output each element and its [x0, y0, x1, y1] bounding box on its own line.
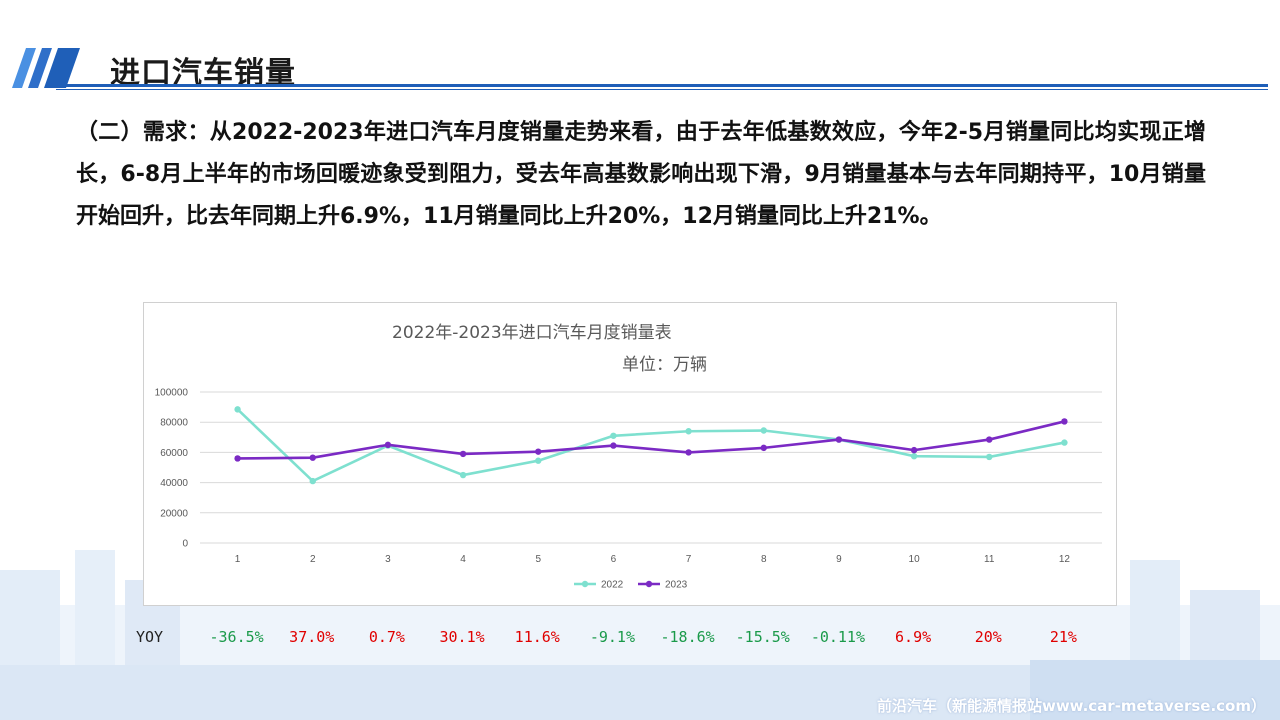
- data-point-2022: [309, 477, 316, 485]
- yoy-value: 37.0%: [289, 628, 335, 646]
- data-point-2023: [459, 450, 467, 458]
- data-point-2023: [835, 436, 843, 443]
- y-tick-label: 0: [182, 539, 188, 550]
- legend-marker-2022: [581, 580, 589, 588]
- sales-line-chart: 2022年-2023年进口汽车月度销量表单位：万辆 0 20000 40000 6000…: [143, 302, 1117, 606]
- legend-marker-2023: [645, 580, 653, 588]
- header-rule: [56, 84, 1268, 87]
- chart-subtitle: 单位：万辆: [622, 355, 707, 375]
- x-tick-label: 2: [310, 554, 316, 565]
- yoy-value: -36.5%: [209, 628, 264, 646]
- yoy-value: -15.5%: [735, 628, 790, 646]
- x-tick-label: 11: [984, 554, 995, 565]
- chart-title: 2022年-2023年进口汽车月度销量表: [392, 323, 672, 343]
- y-tick-label: 40000: [160, 478, 188, 489]
- series-line-2023: [237, 420, 1065, 460]
- legend-label: 2023: [665, 580, 688, 591]
- data-point-2022: [986, 453, 993, 461]
- data-point-2022: [685, 428, 692, 435]
- data-point-2023: [760, 444, 767, 452]
- data-point-2022: [760, 427, 767, 434]
- header-rule-thin: [56, 89, 1268, 90]
- data-point-2023: [234, 455, 241, 462]
- data-point-2022: [234, 406, 241, 413]
- yoy-value: 30.1%: [439, 628, 485, 646]
- x-tick-label: 7: [686, 554, 692, 565]
- yoy-value: 0.7%: [368, 628, 405, 646]
- data-point-2023: [910, 446, 918, 454]
- data-point-2022: [459, 471, 467, 479]
- yoy-value: 20%: [974, 628, 1002, 646]
- x-tick-label: 6: [611, 554, 617, 565]
- x-tick-label: 12: [1059, 554, 1071, 565]
- yoy-value: -0.11%: [810, 628, 865, 646]
- y-tick-label: 60000: [160, 448, 188, 459]
- yoy-value: 21%: [1049, 628, 1077, 646]
- x-tick-label: 1: [235, 554, 241, 565]
- yoy-label: YOY: [136, 628, 164, 646]
- header-stripes-icon: [12, 48, 80, 88]
- watermark: 前沿汽车（新能源情报站www.car-metaverse.com）: [876, 697, 1266, 715]
- yoy-row: YOY -36.5% 37.0% 0.7% 30.1% 11.6% -9.1% -18.6%…: [0, 628, 1280, 652]
- x-tick-label: 8: [761, 554, 767, 565]
- data-point-2023: [535, 448, 542, 455]
- y-tick-label: 20000: [160, 508, 188, 519]
- data-point-2023: [610, 442, 617, 449]
- data-point-2023: [1061, 418, 1068, 425]
- data-point-2022: [610, 432, 617, 439]
- legend-label: 2022: [601, 580, 624, 591]
- yoy-value: 11.6%: [514, 628, 560, 646]
- analysis-paragraph: （二）需求：从2022-2023年进口汽车月度销量走势来看，由于去年低基数效应，…: [76, 120, 1206, 229]
- y-tick-label: 80000: [160, 418, 188, 429]
- yoy-value: -18.6%: [660, 628, 715, 646]
- data-point-2023: [309, 454, 316, 461]
- x-tick-label: 3: [385, 554, 391, 565]
- data-point-2022: [535, 457, 542, 464]
- data-point-2023: [384, 441, 392, 449]
- yoy-value: -9.1%: [589, 628, 635, 646]
- data-point-2022: [910, 452, 918, 460]
- yoy-value: 6.9%: [895, 628, 932, 646]
- x-tick-label: 10: [909, 554, 921, 565]
- data-point-2023: [685, 449, 692, 456]
- x-tick-label: 9: [836, 554, 842, 565]
- data-point-2022: [1061, 439, 1068, 446]
- x-tick-label: 5: [535, 554, 541, 565]
- x-tick-label: 4: [460, 554, 466, 565]
- data-point-2023: [986, 436, 993, 443]
- y-tick-label: 100000: [155, 388, 189, 399]
- series-line-2022: [236, 408, 1065, 483]
- slide-header: 进口汽车销量: [0, 40, 1280, 100]
